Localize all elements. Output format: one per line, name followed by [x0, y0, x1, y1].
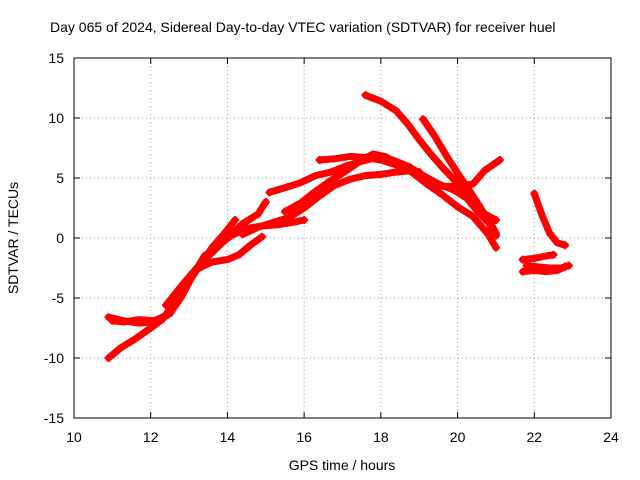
plus-marker — [560, 241, 569, 250]
y-tick-label: -10 — [44, 350, 64, 366]
plus-marker — [361, 91, 370, 100]
plus-marker — [564, 261, 573, 270]
series-track-4 — [162, 198, 270, 309]
series-track-3 — [108, 216, 308, 326]
x-tick-label: 16 — [296, 429, 312, 445]
y-tick-label: -15 — [44, 410, 64, 426]
plus-marker — [491, 243, 500, 252]
series-track-9 — [362, 91, 500, 240]
data-series-group — [104, 91, 573, 362]
series-track-11 — [530, 190, 569, 249]
axis-ticks: 10 12 14 16 18 20 22 24 -15 -10 -5 0 5 10 15 — [44, 50, 619, 445]
plus-marker — [104, 354, 113, 362]
plus-marker — [261, 198, 270, 206]
series-track-12 — [519, 251, 557, 264]
series-track-5 — [239, 167, 423, 238]
y-axis-label: SDTVAR / TECUs — [5, 182, 21, 294]
series-track-8 — [316, 152, 500, 252]
x-tick-label: 22 — [526, 429, 542, 445]
plus-marker — [280, 207, 289, 216]
chart-title: Day 065 of 2024, Sidereal Day-to-day VTE… — [50, 19, 556, 35]
plus-marker — [108, 316, 117, 325]
plus-marker — [518, 267, 527, 276]
x-tick-label: 10 — [66, 429, 82, 445]
y-tick-label: 15 — [48, 50, 64, 66]
plus-marker — [530, 189, 539, 198]
series-track-14 — [523, 262, 573, 272]
x-tick-label: 18 — [373, 429, 389, 445]
series-track-1 — [105, 233, 266, 362]
plus-marker — [238, 230, 247, 239]
plus-marker — [522, 261, 531, 270]
x-tick-label: 20 — [450, 429, 466, 445]
plus-marker — [419, 115, 428, 124]
plus-marker — [315, 156, 324, 164]
plus-marker — [491, 216, 500, 224]
y-tick-label: -5 — [52, 290, 65, 306]
plus-marker — [265, 188, 274, 197]
plus-marker — [300, 216, 309, 224]
plus-marker — [549, 250, 558, 259]
plus-marker — [231, 216, 240, 224]
x-tick-label: 24 — [603, 429, 619, 445]
y-tick-label: 10 — [48, 110, 64, 126]
plus-marker — [257, 232, 266, 241]
x-axis-label: GPS time / hours — [289, 457, 396, 473]
plus-marker — [495, 156, 504, 164]
grid — [74, 58, 611, 418]
series-track-10 — [419, 115, 500, 237]
x-tick-label: 12 — [143, 429, 159, 445]
y-tick-label: 0 — [56, 230, 64, 246]
x-tick-label: 14 — [220, 429, 236, 445]
plus-marker — [518, 255, 527, 264]
plus-marker — [491, 229, 500, 238]
y-tick-label: 5 — [56, 170, 64, 186]
plus-marker — [162, 301, 171, 310]
